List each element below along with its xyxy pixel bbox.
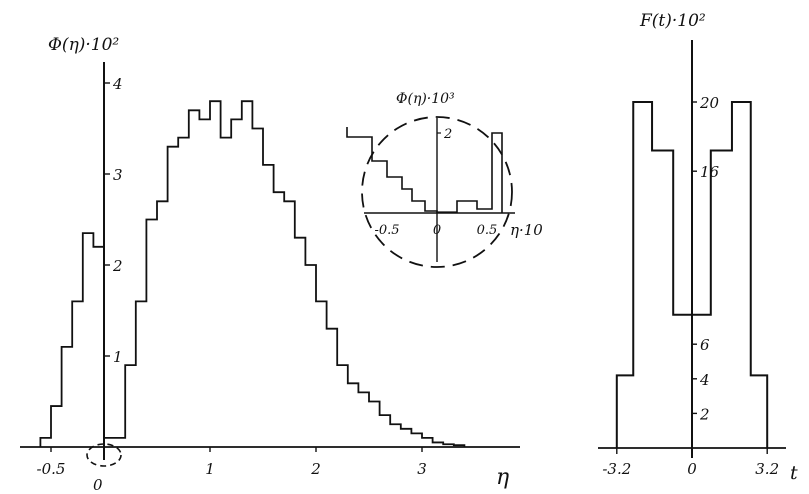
y-tick-label: 2 [112, 257, 123, 275]
x-axis-label: t [790, 462, 798, 484]
x-tick-label: 1 [205, 460, 215, 478]
y-tick-label: 20 [699, 94, 720, 112]
x-tick-label: -3.2 [602, 460, 631, 478]
histogram-series [615, 101, 769, 448]
y-axis-label: F(t)·10² [639, 11, 706, 31]
right-histogram: 2 4 6 16 20 -3.2 0 3.2 F(t)·10² t [598, 11, 798, 484]
zoom-marker-circle [86, 443, 122, 467]
x-tick-label: 0 [687, 460, 697, 478]
inset-x-tick-label: -0.5 [374, 223, 399, 238]
histogram-series [39, 100, 466, 447]
inset-circle [361, 116, 513, 268]
x-axis-label: η [496, 465, 509, 490]
x-tick-label: 3 [417, 460, 427, 478]
inset-x-axis-label: η·10 [510, 221, 543, 239]
x-origin-label: 0 [93, 476, 103, 494]
inset-histogram: 2 -0.5 0 0.5 Φ(η)·10³ η·10 [346, 91, 543, 268]
y-tick-label: 4 [699, 371, 710, 389]
y-axis-label: Φ(η)·10² [48, 35, 119, 55]
y-tick-label: 16 [700, 163, 720, 181]
x-tick-label: 2 [310, 460, 321, 478]
y-tick-label: 1 [113, 348, 123, 366]
inset-histogram-series [346, 127, 503, 213]
inset-y-tick-label: 2 [443, 127, 452, 142]
inset-x-tick-label: 0 [433, 223, 441, 238]
y-tick-label: 2 [699, 405, 710, 423]
inset-x-tick-label: 0.5 [477, 223, 498, 238]
inset-y-axis-label: Φ(η)·10³ [396, 91, 455, 107]
y-tick-label: 4 [112, 75, 123, 93]
x-tick-label: 3.2 [755, 460, 779, 478]
left-histogram: 1 2 3 4 -0.5 1 2 3 Φ(η)·10² η 0 [20, 35, 520, 494]
y-tick-label: 6 [700, 336, 710, 354]
y-tick-label: 3 [113, 166, 123, 184]
x-tick-label: -0.5 [37, 460, 66, 478]
